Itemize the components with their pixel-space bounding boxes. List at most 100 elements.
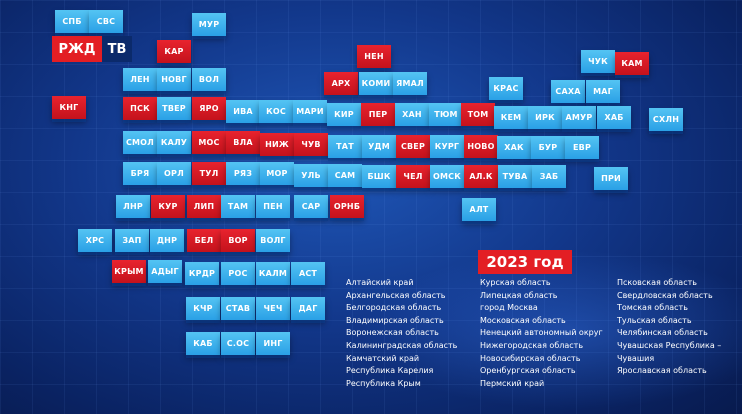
region-tile: КИР (327, 103, 361, 126)
region-tile: ДАГ (291, 297, 325, 320)
region-tile: ПЕР (361, 103, 395, 126)
region-tile: БЕЛ (187, 229, 221, 252)
region-list-item: Калининградская область (346, 340, 458, 350)
region-tile: АДЫГ (148, 260, 182, 283)
region-list-item: Ярославская область (617, 366, 707, 376)
region-list-item: Чувашия (617, 353, 655, 363)
region-tile: МАГ (586, 80, 620, 103)
region-tile: НОВГ (157, 68, 191, 91)
region-tile: КАЛМ (256, 262, 290, 285)
region-tile: ПСК (123, 97, 157, 120)
region-tile: БШК (362, 165, 396, 188)
region-list-item: Челябинская область (617, 328, 708, 338)
year-badge: 2023 год (478, 250, 572, 274)
region-tile: УДМ (362, 135, 396, 158)
region-tile: ВОЛГ (256, 229, 290, 252)
region-tile: УЛЬ (294, 164, 328, 187)
region-tile: ЧЕЧ (256, 297, 290, 320)
region-tile: СПБ (55, 10, 89, 33)
region-tile: ДНР (150, 229, 184, 252)
region-tile: СВС (89, 10, 123, 33)
region-list-item: Московская область (480, 315, 566, 325)
region-tile: С.ОС (221, 332, 255, 355)
region-tile: ТУВА (498, 165, 532, 188)
region-list-item: Республика Крым (346, 378, 421, 388)
region-list-column-3: Псковская область Свердловская область Том… (617, 277, 721, 378)
region-list-item: Камчатский край (346, 353, 420, 363)
region-tile: ЧУВ (294, 133, 328, 156)
region-tile: ВЛА (226, 131, 260, 154)
region-tile: МОР (260, 162, 294, 185)
region-tile: ЯМАЛ (393, 72, 427, 95)
region-tile: ТОМ (461, 103, 495, 126)
region-tile: КАР (157, 40, 191, 63)
region-list-item: Оренбургская область (480, 366, 576, 376)
region-tile: КУР (151, 195, 185, 218)
region-tile: КОМИ (359, 72, 393, 95)
region-list-item: Нижегородская область (480, 340, 584, 350)
region-tile: БРЯ (123, 162, 157, 185)
region-list-item: Владимирская область (346, 315, 444, 325)
region-list-item: Воронежская область (346, 328, 439, 338)
region-tile: АМУР (562, 106, 596, 129)
region-tile: КРДР (185, 262, 219, 285)
region-tile: ЛЕН (123, 68, 157, 91)
region-tile: ЛНР (116, 195, 150, 218)
region-tile: НОВО (464, 135, 498, 158)
region-tile: ЕВР (565, 136, 599, 159)
region-list-item: Пермский край (480, 378, 545, 388)
region-tile: МАРИ (293, 100, 327, 123)
region-tile: ЛИП (187, 195, 221, 218)
region-tile: БУР (531, 136, 565, 159)
region-list-item: Свердловская область (617, 290, 713, 300)
region-tile: КНГ (52, 96, 86, 119)
region-list-item: Архангельская область (346, 290, 446, 300)
region-tile: ХАК (497, 136, 531, 159)
region-tile: ЗАБ (532, 165, 566, 188)
region-tile: МОС (192, 131, 226, 154)
region-tile: СХЛН (649, 108, 683, 131)
region-tile: ОРНБ (330, 195, 364, 218)
background-glow (360, 250, 742, 410)
logo-rzd: РЖД (52, 36, 102, 62)
region-list-item: город Москва (480, 303, 538, 313)
region-tile: ЗАП (115, 229, 149, 252)
region-list-item: Тульская область (617, 315, 692, 325)
region-tile: САР (294, 195, 328, 218)
region-list-item: Томская область (617, 303, 688, 313)
region-list-item: Псковская область (617, 278, 697, 287)
region-list-column-2: Курская область Липецкая область город Мос… (480, 277, 603, 390)
region-tile: КРАС (489, 77, 523, 100)
region-tile: КЧР (186, 297, 220, 320)
region-tile: ЯРО (192, 97, 226, 120)
region-tile: САХА (551, 80, 585, 103)
region-tile: ПЕН (256, 195, 290, 218)
region-tile: АРХ (324, 72, 358, 95)
region-list-item: Липецкая область (480, 290, 558, 300)
region-tile: КАМ (615, 52, 649, 75)
region-tile: ХРС (78, 229, 112, 252)
region-tile: ТЮМ (429, 103, 463, 126)
region-tile: ИНГ (256, 332, 290, 355)
region-tile: СМОЛ (123, 131, 157, 154)
region-tile: КУРГ (430, 135, 464, 158)
region-tile: АЛТ (462, 198, 496, 221)
region-tile: АЛ.К (464, 165, 498, 188)
region-tile: КОС (259, 100, 293, 123)
region-tile: СТАВ (221, 297, 255, 320)
region-tile: САМ (328, 164, 362, 187)
region-tile: ХАБ (597, 106, 631, 129)
region-tile: ТАМ (221, 195, 255, 218)
region-list-item: Курская область (480, 278, 551, 287)
region-tile: РЯЗ (226, 162, 260, 185)
region-tile: ТАТ (328, 135, 362, 158)
region-list-item: Чувашская Республика – (617, 340, 722, 350)
region-list-item: Республика Карелия (346, 366, 434, 376)
region-tile: ХАН (395, 103, 429, 126)
logo-tv: ТВ (102, 36, 132, 62)
region-tile: ОРЛ (157, 162, 191, 185)
region-tile: КАЛУ (157, 131, 191, 154)
region-tile: КЕМ (494, 106, 528, 129)
region-tile: ВОР (221, 229, 255, 252)
